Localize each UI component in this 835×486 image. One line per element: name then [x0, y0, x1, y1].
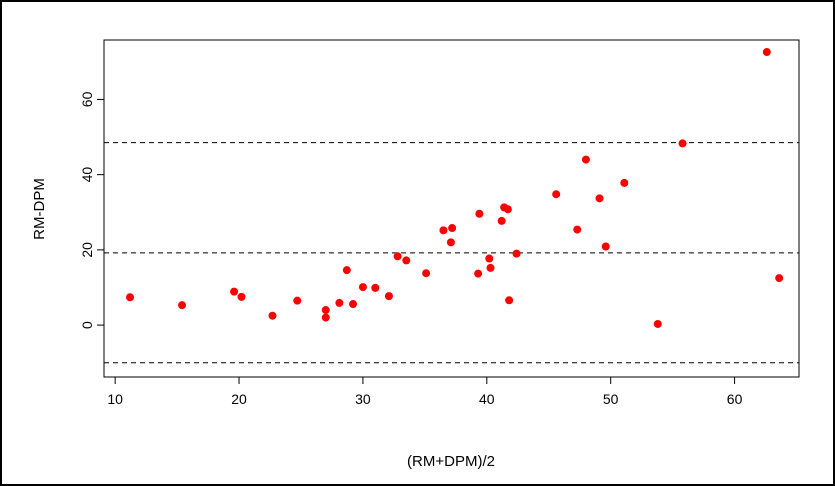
data-point — [486, 263, 495, 272]
data-point — [446, 238, 455, 247]
data-point — [321, 313, 330, 322]
data-point — [268, 311, 277, 320]
data-point — [653, 319, 662, 328]
y-axis-label: RM-DPM — [31, 178, 48, 240]
y-tick-label: 0 — [79, 321, 95, 329]
y-tick-label: 40 — [79, 167, 95, 183]
data-point — [601, 242, 610, 251]
data-point — [293, 296, 302, 305]
data-point — [505, 296, 514, 305]
data-point — [775, 274, 784, 283]
data-point — [422, 269, 431, 278]
y-tick-label: 20 — [79, 242, 95, 258]
data-point — [595, 194, 604, 203]
x-axis-label: (RM+DPM)/2 — [407, 453, 495, 470]
data-point — [371, 283, 380, 292]
data-point — [573, 225, 582, 234]
data-point — [384, 292, 393, 301]
x-tick-label: 60 — [727, 391, 743, 407]
data-point — [178, 301, 187, 310]
x-axis: 10 20 30 40 50 60 — [107, 376, 743, 407]
data-point — [402, 256, 411, 265]
data-point — [475, 209, 484, 218]
data-point — [474, 269, 483, 278]
data-point — [512, 249, 521, 258]
data-point — [762, 48, 771, 57]
data-point — [497, 216, 506, 225]
data-points — [126, 48, 784, 328]
data-point — [321, 306, 330, 315]
x-tick-label: 30 — [355, 391, 371, 407]
data-point — [349, 300, 358, 309]
data-point — [342, 266, 351, 275]
data-point — [581, 155, 590, 164]
data-point — [237, 292, 246, 301]
reference-lines — [104, 142, 799, 364]
data-point — [448, 224, 457, 233]
data-point — [503, 205, 512, 214]
x-tick-label: 10 — [107, 391, 123, 407]
data-point — [620, 178, 629, 187]
data-point — [126, 293, 135, 302]
data-point — [485, 254, 494, 263]
data-point — [678, 139, 687, 148]
data-point — [393, 252, 402, 261]
x-tick-label: 50 — [603, 391, 619, 407]
y-tick-label: 60 — [79, 91, 95, 107]
data-point — [552, 190, 561, 199]
plot-area-border — [103, 39, 800, 378]
x-tick-label: 20 — [231, 391, 247, 407]
data-point — [439, 226, 448, 235]
data-point — [358, 283, 367, 292]
x-tick-label: 40 — [479, 391, 495, 407]
y-axis: 0 20 40 60 — [79, 91, 105, 329]
data-point — [335, 298, 344, 307]
data-point — [230, 287, 239, 296]
